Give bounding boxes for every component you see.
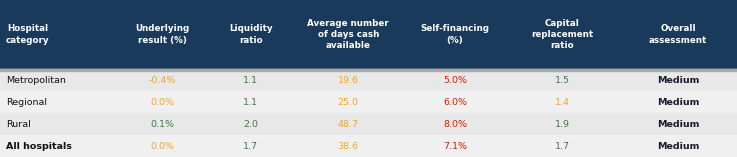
Text: Medium: Medium: [657, 76, 699, 85]
Text: Medium: Medium: [657, 141, 699, 151]
Text: Self-financing
(%): Self-financing (%): [421, 24, 489, 45]
Text: 1.1: 1.1: [243, 76, 258, 85]
Text: 0.0%: 0.0%: [150, 97, 174, 107]
Bar: [0, 69, 737, 91]
Text: 0.0%: 0.0%: [150, 141, 174, 151]
Text: 5.0%: 5.0%: [443, 76, 467, 85]
Text: Medium: Medium: [657, 97, 699, 107]
Text: Rural: Rural: [6, 119, 31, 129]
Text: Hospital
category: Hospital category: [6, 24, 49, 45]
Text: Capital
replacement
ratio: Capital replacement ratio: [531, 19, 593, 50]
Bar: [0, 69, 737, 71]
Text: 0.1%: 0.1%: [150, 119, 174, 129]
Text: 19.6: 19.6: [338, 76, 359, 85]
Bar: [0, 135, 737, 157]
Text: 7.1%: 7.1%: [443, 141, 467, 151]
Text: 1.4: 1.4: [554, 97, 570, 107]
Text: 6.0%: 6.0%: [443, 97, 467, 107]
Text: Metropolitan: Metropolitan: [6, 76, 66, 85]
Text: 1.7: 1.7: [243, 141, 258, 151]
Text: 1.7: 1.7: [554, 141, 570, 151]
Bar: [0, 0, 737, 69]
Text: 1.9: 1.9: [554, 119, 570, 129]
Text: -0.4%: -0.4%: [148, 76, 176, 85]
Text: Regional: Regional: [6, 97, 47, 107]
Text: 8.0%: 8.0%: [443, 119, 467, 129]
Text: 25.0: 25.0: [338, 97, 359, 107]
Text: 48.7: 48.7: [338, 119, 359, 129]
Text: Liquidity
ratio: Liquidity ratio: [228, 24, 273, 45]
Text: 38.6: 38.6: [338, 141, 359, 151]
Text: Overall
assessment: Overall assessment: [649, 24, 708, 45]
Bar: [0, 113, 737, 135]
Bar: [0, 91, 737, 113]
Text: 1.1: 1.1: [243, 97, 258, 107]
Text: All hospitals: All hospitals: [6, 141, 71, 151]
Text: 1.5: 1.5: [554, 76, 570, 85]
Text: Average number
of days cash
available: Average number of days cash available: [307, 19, 389, 50]
Text: Underlying
result (%): Underlying result (%): [135, 24, 189, 45]
Text: Medium: Medium: [657, 119, 699, 129]
Text: 2.0: 2.0: [243, 119, 258, 129]
